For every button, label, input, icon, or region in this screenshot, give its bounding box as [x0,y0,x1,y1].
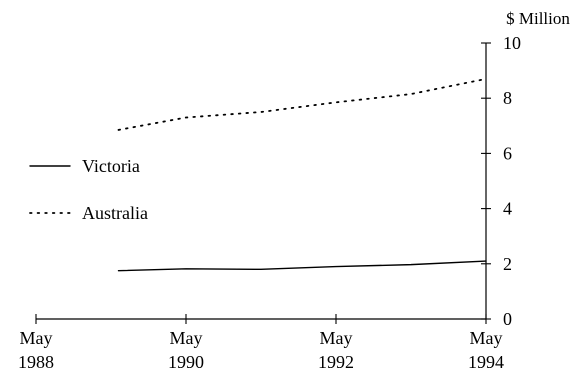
series-line-australia [117,77,487,131]
text-layer: 0 2 4 6 8 10 May 1988 May 1990 May 1992 May 1994 $ Mil… [18,9,570,372]
y-tick-label-10: 10 [503,33,521,53]
x-tick-label-year-1990: 1990 [168,352,204,372]
y-tick-label-0: 0 [503,309,512,329]
x-tick-label-month-1994: May [470,328,503,348]
series-layer [117,77,487,272]
legend-layer: Victoria Australia [29,156,148,223]
series-line-victoria [117,260,487,272]
y-tick-label-8: 8 [503,88,512,108]
x-tick-label-year-1994: 1994 [468,352,504,372]
y-axis-label: $ Million [506,9,570,28]
y-tick-label-4: 4 [503,199,512,219]
y-tick-label-2: 2 [503,254,512,274]
legend-label-victoria: Victoria [82,156,140,176]
x-tick-label-month-1992: May [320,328,353,348]
y-tick-label-6: 6 [503,143,512,163]
axis-layer [35,42,491,324]
x-tick-label-month-1988: May [20,328,53,348]
x-tick-label-year-1992: 1992 [318,352,354,372]
x-tick-label-month-1990: May [170,328,203,348]
x-tick-label-year-1988: 1988 [18,352,54,372]
legend-label-australia: Australia [82,203,148,223]
